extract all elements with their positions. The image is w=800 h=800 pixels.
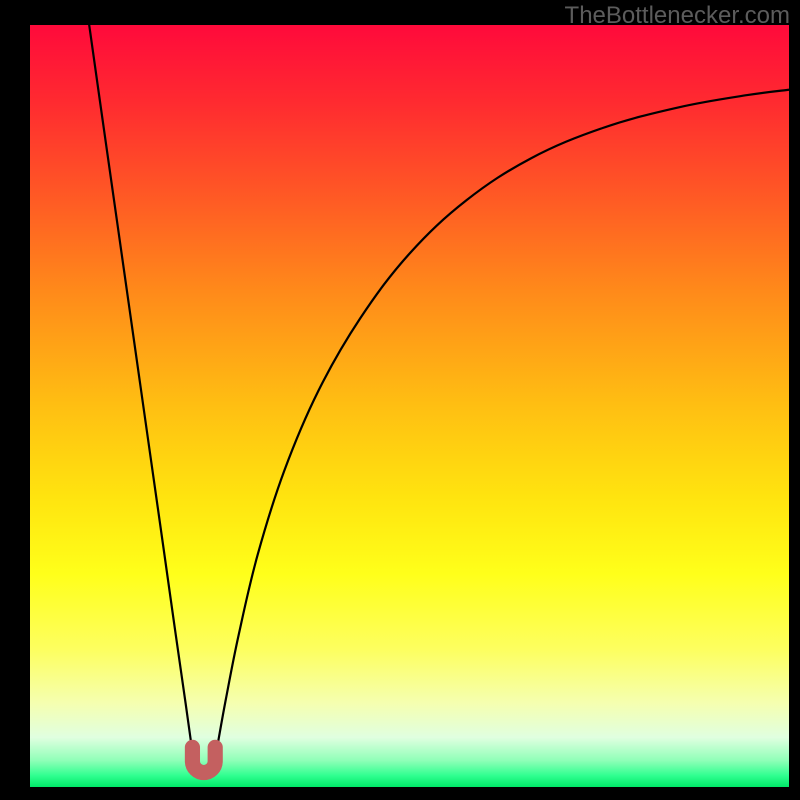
- chart-container: TheBottlenecker.com: [0, 0, 800, 800]
- curve-right-branch: [218, 90, 789, 742]
- curve-left-branch: [89, 25, 191, 741]
- plot-area: [30, 25, 789, 787]
- bottleneck-curve: [30, 25, 789, 787]
- minimum-marker: [192, 747, 215, 772]
- watermark-text: TheBottlenecker.com: [565, 2, 790, 30]
